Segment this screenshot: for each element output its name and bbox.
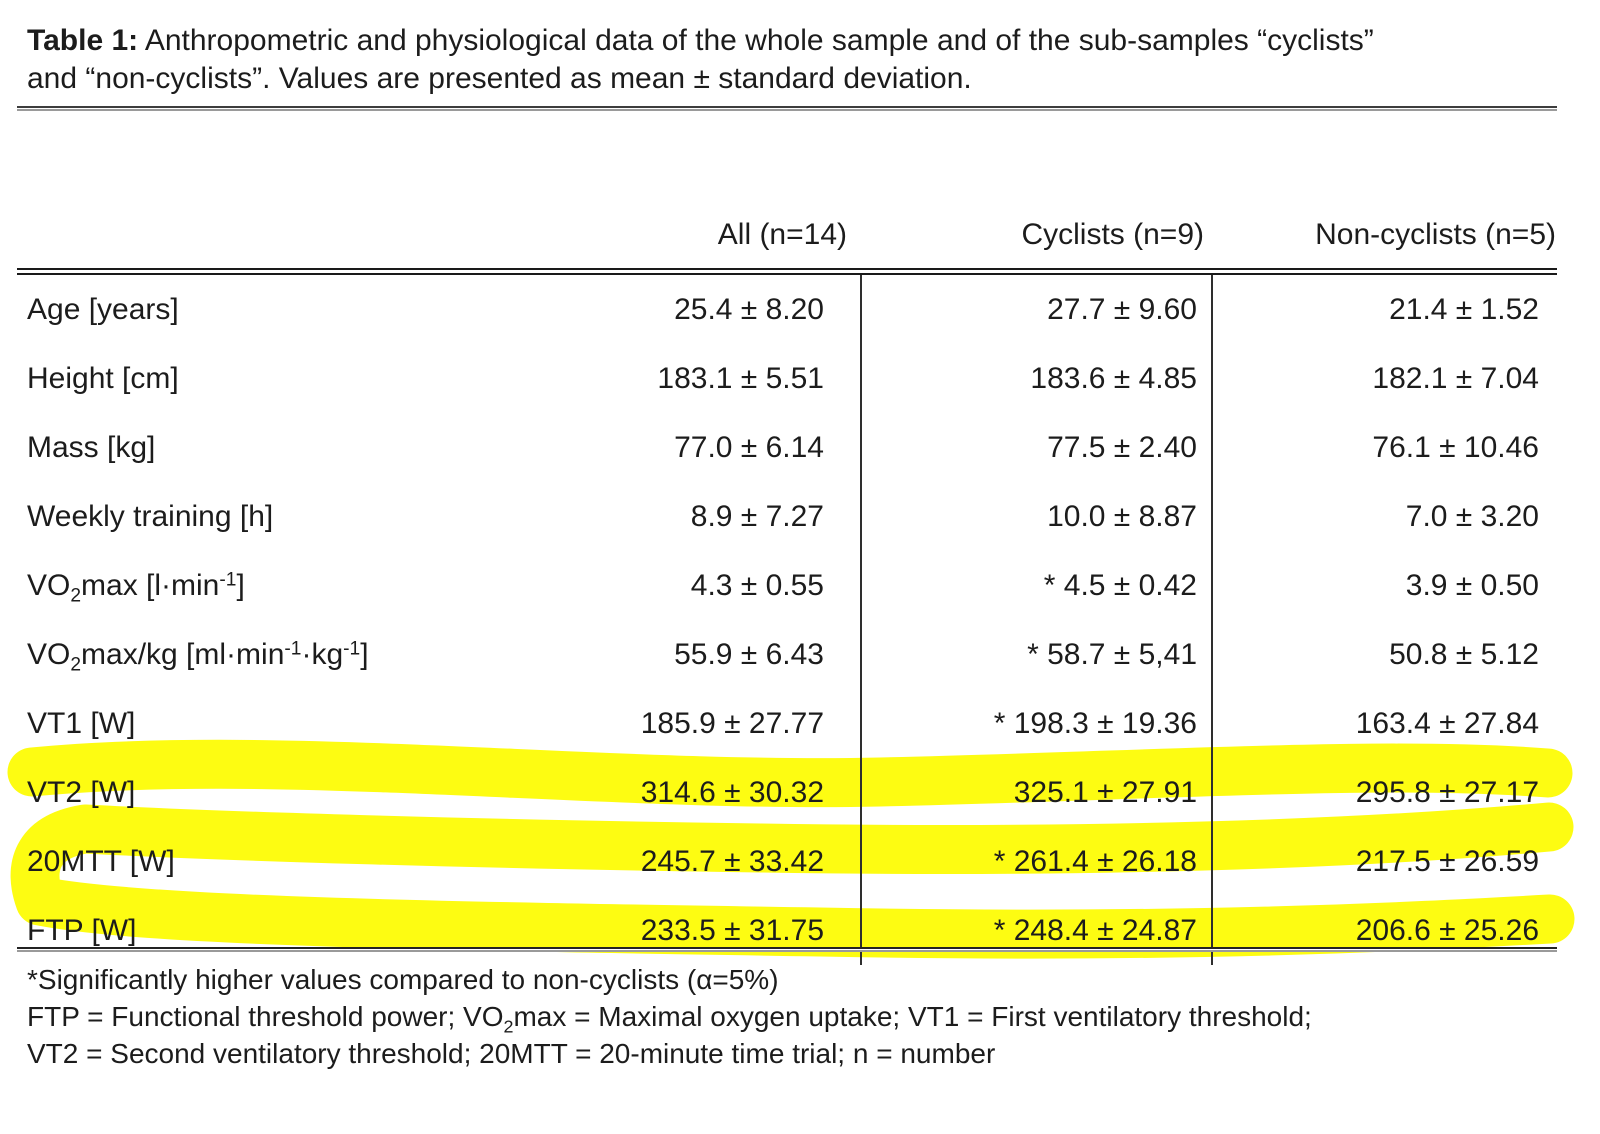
value-noncyclists: 182.1 ± 7.04 [1372, 361, 1539, 395]
value-all: 25.4 ± 8.20 [557, 271, 862, 344]
column-header-all: All (n=14) [557, 174, 861, 275]
caption-line-2: and “non-cyclists”. Values are presented… [27, 62, 972, 95]
value-cyclists: * 248.4 ± 24.87 [861, 896, 1213, 965]
value-all: 55.9 ± 6.43 [557, 620, 862, 689]
row-label: Age [years] [27, 292, 179, 326]
value-cyclists: 77.5 ± 2.40 [861, 413, 1213, 482]
value-all: 8.9 ± 7.27 [557, 482, 862, 551]
footnotes: *Significantly higher values compared to… [27, 961, 1547, 1072]
table-row: VO2max/kg [ml·min-1·kg-1] 55.9 ± 6.43 * 58… [17, 620, 1557, 689]
table-row: Age [years] 25.4 ± 8.20 27.7 ± 9.60 21.4 ± … [17, 271, 1557, 344]
footnote-abbreviations-2: VT2 = Second ventilatory threshold; 20MT… [27, 1038, 996, 1069]
value-noncyclists: 3.9 ± 0.50 [1405, 568, 1539, 602]
caption-label: Table 1: [27, 24, 139, 57]
row-label: Height [cm] [27, 361, 179, 395]
row-label: VO2max [l·min-1] [27, 568, 245, 607]
caption-line-1: Anthropometric and physiological data of… [138, 24, 1374, 57]
value-noncyclists: 76.1 ± 10.46 [1372, 430, 1539, 464]
value-cyclists: 10.0 ± 8.87 [861, 482, 1213, 551]
value-all: 185.9 ± 27.77 [557, 689, 862, 758]
value-noncyclists: 295.8 ± 27.17 [1355, 775, 1539, 809]
row-label: FTP [W] [27, 913, 137, 947]
value-cyclists: 183.6 ± 4.85 [861, 344, 1213, 413]
column-header-noncyclists: Non-cyclists (n=5) [1212, 174, 1557, 275]
value-all: 233.5 ± 31.75 [557, 896, 862, 965]
value-cyclists: * 261.4 ± 26.18 [861, 827, 1213, 896]
table-row-highlighted: 20MTT [W] 245.7 ± 33.42 * 261.4 ± 26.18 217… [17, 827, 1557, 896]
value-noncyclists: 206.6 ± 25.26 [1355, 913, 1539, 947]
value-cyclists: 325.1 ± 27.91 [861, 758, 1213, 827]
row-label: VT1 [W] [27, 706, 136, 740]
value-cyclists: * 4.5 ± 0.42 [861, 551, 1213, 620]
value-noncyclists: 7.0 ± 3.20 [1405, 499, 1539, 533]
table-caption: Table 1: Anthropometric and physiologica… [27, 22, 1527, 98]
value-cyclists: 27.7 ± 9.60 [861, 271, 1213, 344]
value-all: 183.1 ± 5.51 [557, 344, 862, 413]
row-label: 20MTT [W] [27, 844, 175, 878]
data-table: All (n=14) Cyclists (n=9) Non-cyclists (… [17, 174, 1557, 965]
value-noncyclists: 163.4 ± 27.84 [1355, 706, 1539, 740]
value-all: 314.6 ± 30.32 [557, 758, 862, 827]
value-noncyclists: 21.4 ± 1.52 [1389, 292, 1539, 326]
table-row-highlighted: FTP [W] 233.5 ± 31.75 * 248.4 ± 24.87 206.6… [17, 896, 1557, 965]
footnote-abbreviations-1: FTP = Functional threshold power; VO2max… [27, 1001, 1312, 1037]
value-all: 4.3 ± 0.55 [557, 551, 862, 620]
table-body: Age [years] 25.4 ± 8.20 27.7 ± 9.60 21.4 ± … [17, 271, 1557, 965]
table-row: Weekly training [h] 8.9 ± 7.27 10.0 ± 8.87… [17, 482, 1557, 551]
value-cyclists: * 198.3 ± 19.36 [861, 689, 1213, 758]
value-all: 245.7 ± 33.42 [557, 827, 862, 896]
row-label: Mass [kg] [27, 430, 156, 464]
row-label: Weekly training [h] [27, 499, 274, 533]
table-row-highlighted: VT2 [W] 314.6 ± 30.32 325.1 ± 27.91 295.8 ±… [17, 758, 1557, 827]
column-header-empty [17, 174, 557, 275]
value-noncyclists: 217.5 ± 26.59 [1355, 844, 1539, 878]
table-row: Height [cm] 183.1 ± 5.51 183.6 ± 4.85 182.1… [17, 344, 1557, 413]
value-noncyclists: 50.8 ± 5.12 [1389, 637, 1539, 671]
table-row: Mass [kg] 77.0 ± 6.14 77.5 ± 2.40 76.1 ± 10… [17, 413, 1557, 482]
table-bottom-rule [17, 947, 1557, 952]
caption-rule [17, 106, 1557, 111]
row-label: VO2max/kg [ml·min-1·kg-1] [27, 637, 369, 676]
value-all: 77.0 ± 6.14 [557, 413, 862, 482]
column-header-cyclists: Cyclists (n=9) [861, 174, 1212, 275]
row-label: VT2 [W] [27, 775, 136, 809]
header-row: All (n=14) Cyclists (n=9) Non-cyclists (… [17, 174, 1557, 275]
value-cyclists: * 58.7 ± 5,41 [861, 620, 1213, 689]
footnote-significance: *Significantly higher values compared to… [27, 964, 779, 995]
table-row: VT1 [W] 185.9 ± 27.77 * 198.3 ± 19.36 163.4… [17, 689, 1557, 758]
table-row: VO2max [l·min-1] 4.3 ± 0.55 * 4.5 ± 0.42 3.… [17, 551, 1557, 620]
